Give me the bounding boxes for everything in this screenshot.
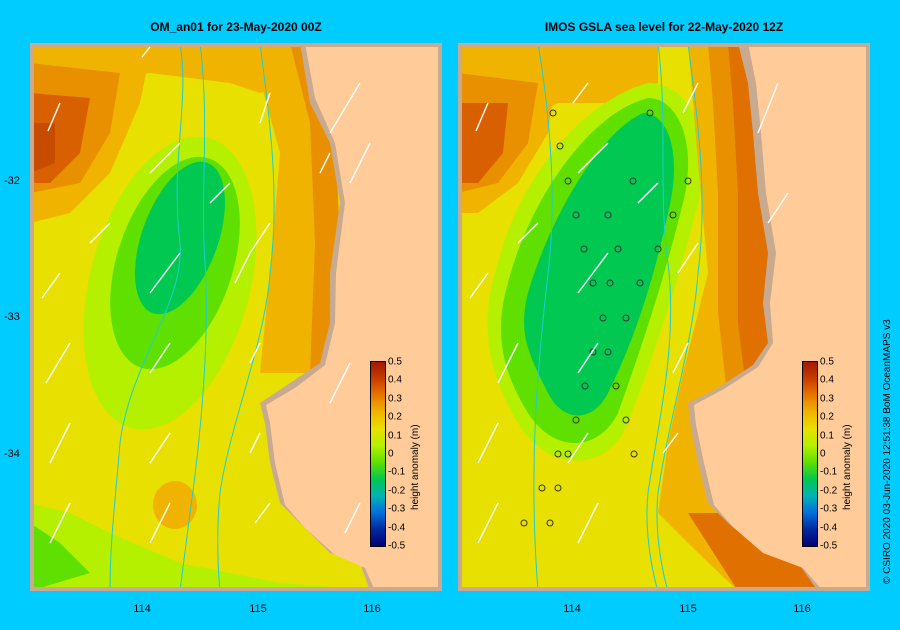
colorbar-tick-right: 0.2 bbox=[820, 411, 834, 423]
lat-tick-34: -34 bbox=[4, 448, 20, 460]
colorbar-tick-right: -0.1 bbox=[820, 466, 838, 478]
colorbar-tick-left: -0.2 bbox=[388, 485, 406, 497]
left-panel-title: OM_an01 for 23-May-2020 00Z bbox=[150, 20, 322, 34]
colorbar-tick-right: 0 bbox=[820, 448, 826, 460]
lon-tick-116-left: 116 bbox=[363, 603, 381, 615]
lat-tick-33: -33 bbox=[4, 311, 20, 323]
lon-tick-114-right: 114 bbox=[563, 603, 581, 615]
colorbar-tick-left: 0.1 bbox=[388, 430, 402, 442]
right-panel-title: IMOS GSLA sea level for 22-May-2020 12Z bbox=[544, 20, 784, 34]
left-colorbar-title: height anomaly (m) bbox=[410, 424, 421, 510]
colorbar-tick-left: 0.4 bbox=[388, 374, 402, 386]
right-colorbar bbox=[802, 361, 818, 547]
colorbar-tick-left: 0.5 bbox=[388, 356, 402, 368]
colorbar-tick-left: 0.2 bbox=[388, 411, 402, 423]
lon-tick-115-right: 115 bbox=[679, 603, 697, 615]
credit-text: © CSIRO 2020 03-Jun-2020 12:51:38 BoM Oc… bbox=[882, 319, 893, 584]
left-colorbar bbox=[370, 361, 386, 547]
colorbar-tick-right: 0.3 bbox=[820, 393, 834, 405]
colorbar-tick-left: -0.4 bbox=[388, 522, 406, 534]
colorbar-tick-left: 0 bbox=[388, 448, 394, 460]
colorbar-tick-right: 0.1 bbox=[820, 430, 834, 442]
left-map[interactable] bbox=[30, 43, 442, 591]
colorbar-tick-right: -0.4 bbox=[820, 522, 838, 534]
lon-tick-116-right: 116 bbox=[793, 603, 811, 615]
lon-tick-114-left: 114 bbox=[133, 603, 151, 615]
colorbar-tick-right: 0.5 bbox=[820, 356, 834, 368]
right-colorbar-title: height anomaly (m) bbox=[842, 424, 853, 510]
lon-tick-115-left: 115 bbox=[249, 603, 267, 615]
colorbar-tick-left: 0.3 bbox=[388, 393, 402, 405]
colorbar-tick-right: -0.5 bbox=[820, 540, 838, 552]
colorbar-tick-right: 0.4 bbox=[820, 374, 834, 386]
colorbar-tick-left: -0.1 bbox=[388, 466, 406, 478]
colorbar-tick-left: -0.5 bbox=[388, 540, 406, 552]
colorbar-tick-left: -0.3 bbox=[388, 503, 406, 515]
lat-tick-32: -32 bbox=[4, 175, 20, 187]
colorbar-tick-right: -0.3 bbox=[820, 503, 838, 515]
right-map[interactable] bbox=[458, 43, 870, 591]
colorbar-tick-right: -0.2 bbox=[820, 485, 838, 497]
